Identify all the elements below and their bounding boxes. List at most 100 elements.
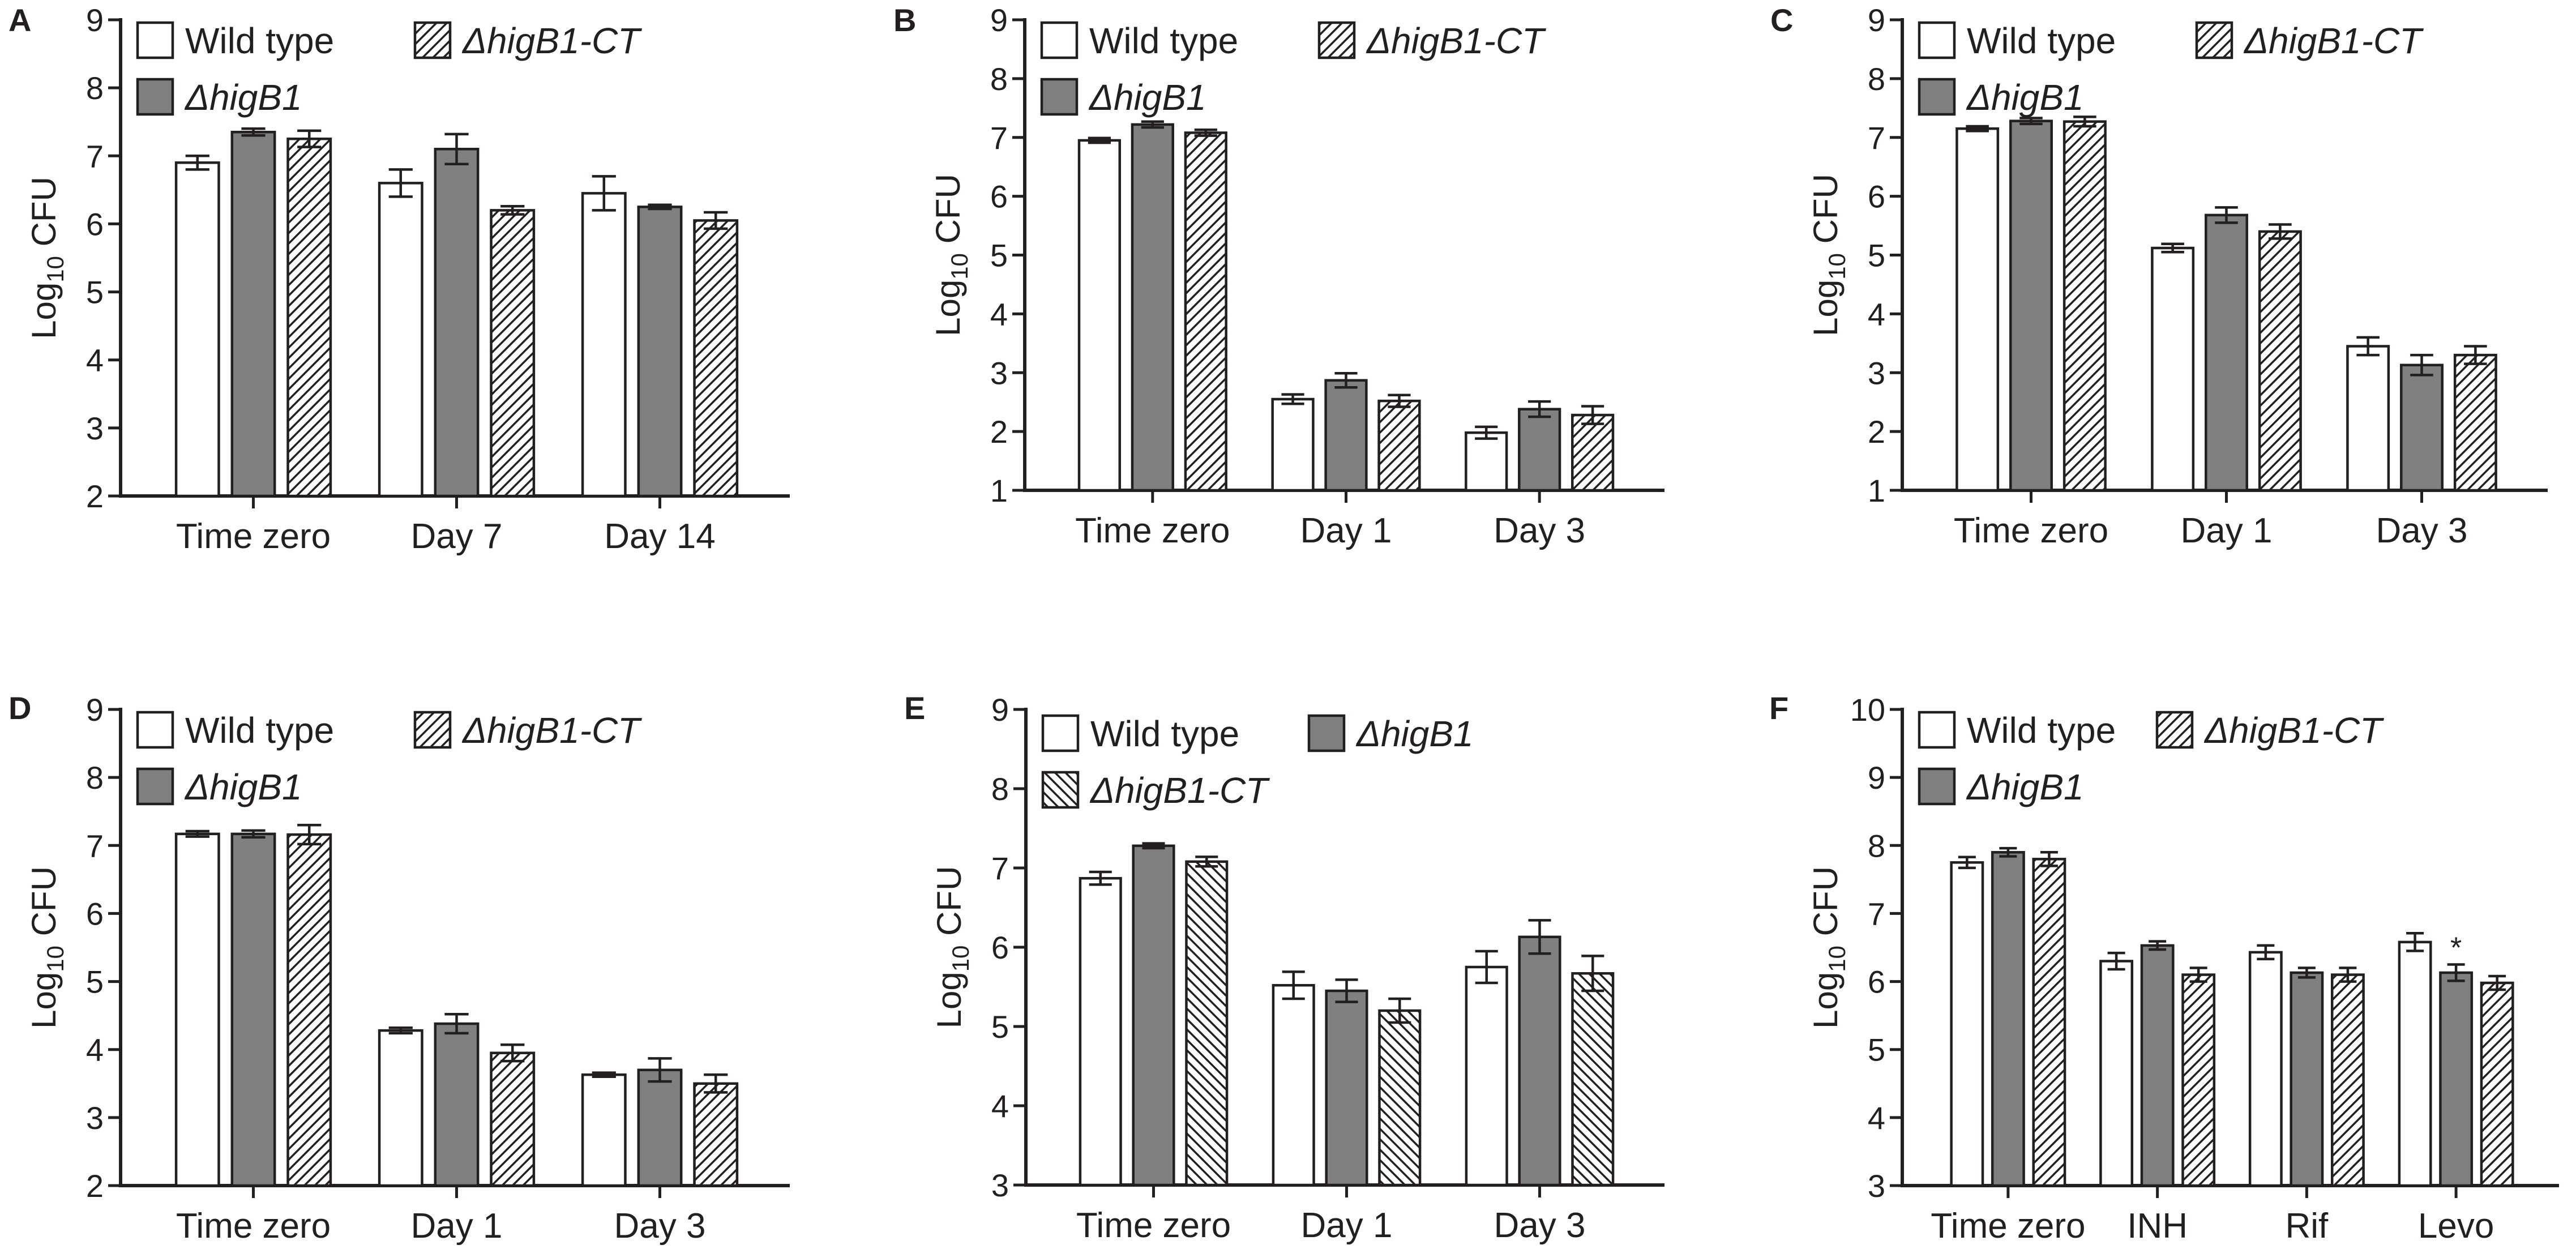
x-tick-label: Time zero: [1076, 1206, 1231, 1245]
legend-swatch: [2155, 711, 2194, 749]
y-tick-label: 7: [86, 828, 104, 863]
bar: [1465, 965, 1508, 1187]
bar: [2330, 973, 2365, 1187]
x-tick-label: Day 3: [2376, 511, 2468, 550]
y-tick-label: 7: [991, 850, 1009, 886]
bar: [1077, 139, 1121, 492]
y-tick-label: 9: [1868, 2, 1885, 38]
y-axis-label-subscript: 10: [42, 256, 69, 283]
bar: [2009, 119, 2053, 492]
legend-swatch: [1918, 711, 1956, 749]
y-tick-label: 1: [1868, 473, 1885, 508]
panel-label: D: [8, 690, 31, 726]
y-tick-label: 8: [86, 70, 104, 106]
legend-entry: ΔhigB1-CT: [413, 710, 642, 751]
y-tick-label: 3: [1868, 355, 1885, 391]
legend-label: ΔhigB1: [1088, 77, 1206, 118]
bar: [2248, 951, 2283, 1187]
legend-label: ΔhigB1-CT: [1089, 770, 1270, 811]
bar: [2151, 246, 2195, 492]
bar: [1079, 876, 1122, 1187]
legend-label: Wild type: [185, 710, 334, 751]
bar: [1132, 844, 1175, 1187]
y-axis-label-subscript: 10: [947, 946, 974, 972]
bar: [2290, 971, 2324, 1187]
bar: [2346, 345, 2390, 492]
y-tick-label: 3: [86, 410, 104, 446]
y-axis-label-main: Log: [930, 972, 968, 1028]
bar: [174, 832, 220, 1187]
y-tick-label: 2: [86, 478, 104, 514]
legend-entry: ΔhigB1: [1307, 713, 1474, 754]
legend-swatch: [1040, 21, 1079, 59]
legend-swatch: [1041, 714, 1080, 752]
bar: [2099, 960, 2134, 1187]
y-tick-label: 5: [86, 275, 104, 310]
chart-panel-A: A Log10 CFU 2 3 4 5 6 7 8 9 Time zero Day 7 Day 14 Wi…: [8, 2, 790, 556]
bar: [1325, 989, 1368, 1187]
bar: [637, 206, 683, 498]
y-axis-label-unit: CFU: [25, 866, 63, 946]
y-axis-label: Log10 CFU: [25, 866, 69, 1029]
y-axis-label-main: Log: [25, 972, 63, 1029]
legend-swatch: [1317, 21, 1356, 59]
y-axis-label-main: Log: [1807, 972, 1845, 1029]
legend-entry: ΔhigB1-CT: [2155, 710, 2384, 751]
chart-panel-D: D Log10 CFU 2 3 4 5 6 7 8 9 Time zero Day 1 Day 3 Wil…: [8, 690, 790, 1246]
legend-entry: Wild type: [1918, 710, 2116, 751]
y-tick-label: 4: [1868, 1100, 1885, 1136]
y-tick-label: 2: [990, 414, 1008, 450]
y-tick-label: 4: [991, 1088, 1009, 1124]
legend-swatch: [136, 78, 174, 116]
y-tick-label: 4: [86, 1032, 104, 1068]
y-tick-label: 6: [1868, 964, 1885, 1000]
y-tick-label: 9: [990, 2, 1008, 38]
bar: [693, 1082, 739, 1187]
y-tick-label: 4: [990, 296, 1008, 332]
bar: [2400, 363, 2444, 492]
x-tick-label: Time zero: [1075, 511, 1230, 550]
x-tick-label: Rif: [2285, 1207, 2329, 1246]
bar: [1184, 131, 1227, 492]
y-axis-label-main: Log: [1807, 280, 1845, 336]
y-axis-label-main: Log: [929, 280, 967, 336]
bar: [637, 1068, 683, 1187]
legend-entry: ΔhigB1-CT: [1317, 20, 1546, 61]
legend-label: Wild type: [1089, 20, 1238, 61]
y-tick-label: 9: [86, 2, 104, 38]
y-tick-label: 5: [991, 1009, 1009, 1045]
y-tick-label: 2: [1868, 414, 1885, 450]
x-tick-label: Day 3: [614, 1207, 706, 1246]
y-tick-label: 9: [86, 692, 104, 728]
y-tick-label: 1: [990, 473, 1008, 508]
panel-label: A: [8, 2, 31, 38]
legend-entry: Wild type: [1040, 20, 1238, 61]
y-tick-label: 6: [86, 206, 104, 242]
legend-entry: Wild type: [136, 20, 334, 61]
bar: [490, 209, 536, 498]
chart-panel-C: C Log10 CFU 1 2 3 4 5 6 7 8 9 Time zero Day 1 Day 3 Wi…: [1770, 2, 2548, 550]
legend-label: Wild type: [1967, 710, 2116, 751]
legend-label: ΔhigB1: [184, 767, 302, 807]
x-tick-label: Day 1: [411, 1207, 503, 1246]
significance-asterisk: *: [2450, 932, 2462, 965]
bar: [1950, 861, 1984, 1187]
y-axis-label-main: Log: [25, 283, 63, 339]
y-tick-label: 5: [1868, 238, 1885, 273]
y-tick-label: 9: [991, 692, 1009, 728]
y-tick-label: 7: [1868, 896, 1885, 931]
bar: [1955, 127, 2000, 492]
legend-swatch: [136, 21, 174, 59]
x-tick-label: Time zero: [176, 517, 331, 556]
bar: [2398, 940, 2432, 1187]
legend-entry: ΔhigB1: [136, 767, 302, 807]
bar: [490, 1051, 536, 1187]
bar: [1991, 851, 2025, 1187]
bar: [1518, 408, 1561, 492]
bar: [1518, 935, 1561, 1187]
y-axis-label: Log10 CFU: [929, 174, 973, 336]
legend-swatch: [1918, 78, 1956, 116]
bar: [1377, 399, 1421, 492]
y-tick-label: 5: [86, 964, 104, 1000]
